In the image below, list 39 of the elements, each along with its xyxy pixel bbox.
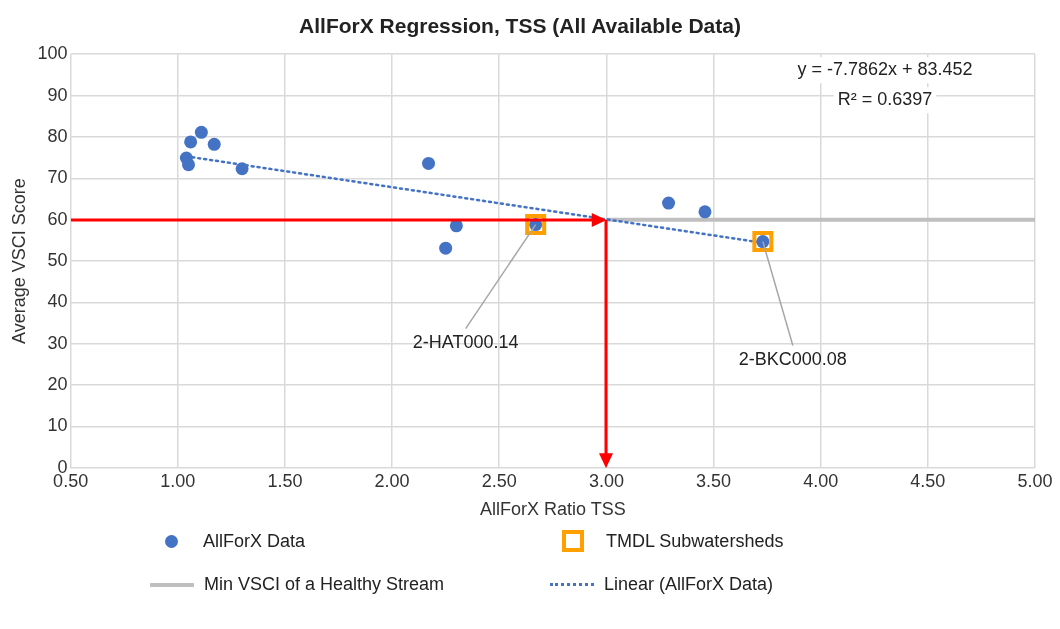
legend-label: AllForX Data [203,530,306,552]
y-tick-label: 40 [47,291,68,312]
y-tick-label: 80 [47,125,68,146]
y-axis-title: Average VSCI Score [8,178,29,344]
x-tick-label: 4.50 [910,470,946,491]
y-tick-label: 60 [47,208,68,229]
legend-label: Min VSCI of a Healthy Stream [204,574,445,595]
x-tick-label: 2.50 [481,470,517,491]
x-tick-label: 2.00 [374,470,410,491]
x-tick-label: 3.50 [696,470,732,491]
chart-title: AllForX Regression, TSS (All Available Data) [299,14,741,38]
annotation: 2-BKC000.08 [738,348,847,369]
x-tick-label: 4.00 [803,470,839,491]
x-tick-label: 1.50 [267,470,303,491]
x-tick-label: 3.00 [588,470,624,491]
y-tick-label: 100 [37,43,68,64]
y-tick-label: 90 [47,84,68,105]
x-tick-label: 5.00 [1017,470,1053,491]
y-tick-label: 70 [47,167,68,188]
annotation: 2-HAT000.14 [412,331,519,352]
x-axis-title: AllForX Ratio TSS [479,499,626,520]
point [439,241,453,255]
point [422,156,436,170]
annotation: y = -7.7862x + 83.452 [797,59,973,80]
point [184,135,198,149]
point [207,137,221,151]
point [182,158,195,172]
x-tick-label: 1.00 [160,470,196,491]
point [662,196,676,210]
legend-label: Linear (AllForX Data) [604,574,774,595]
legend-label: TMDL Subwatersheds [606,530,784,552]
point [698,205,712,219]
y-tick-label: 30 [47,332,68,353]
y-tick-label: 50 [47,249,68,270]
y-tick-label: 10 [47,415,68,436]
point [235,162,249,176]
y-tick-label: 20 [47,374,68,395]
annotation: R² = 0.6397 [837,89,933,110]
point [194,125,208,139]
